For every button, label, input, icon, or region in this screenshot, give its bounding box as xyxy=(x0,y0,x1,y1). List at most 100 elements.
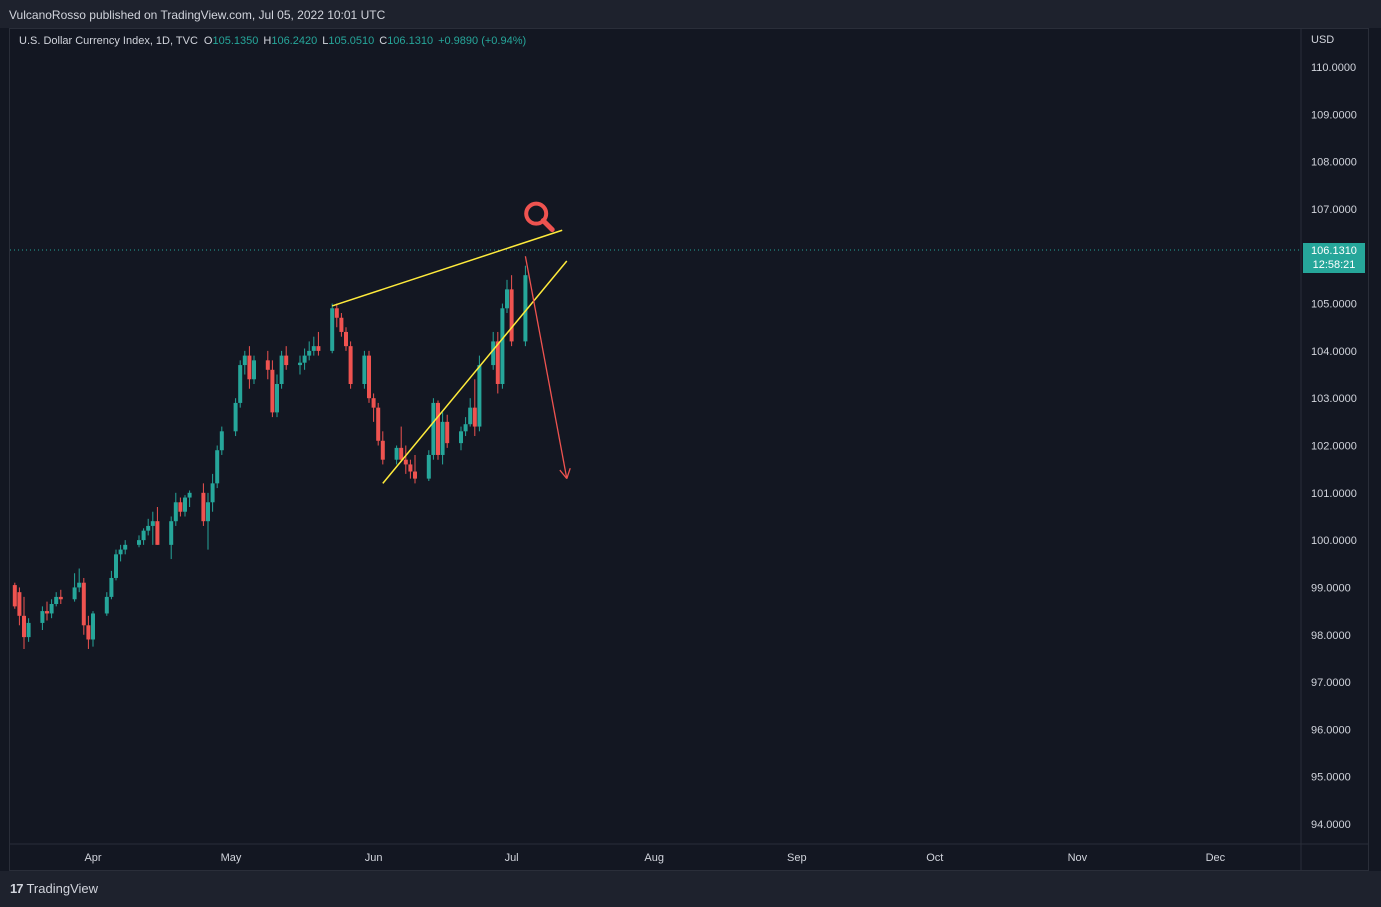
candle[interactable] xyxy=(219,426,224,455)
symbol-legend: U.S. Dollar Currency Index, 1D, TVC O 10… xyxy=(19,35,531,47)
candle[interactable] xyxy=(77,568,82,593)
candle[interactable] xyxy=(242,350,247,375)
candle[interactable] xyxy=(302,348,307,370)
trendline[interactable] xyxy=(382,260,568,484)
tradingview-logo[interactable]: 17 TradingView xyxy=(10,881,98,896)
candle[interactable] xyxy=(123,540,128,555)
candle[interactable] xyxy=(463,417,468,437)
candle[interactable] xyxy=(523,265,528,347)
candle[interactable] xyxy=(45,601,49,621)
candle[interactable] xyxy=(155,507,160,545)
candle[interactable] xyxy=(403,445,408,474)
candle[interactable] xyxy=(316,331,321,356)
candle[interactable] xyxy=(399,426,404,463)
candle[interactable] xyxy=(376,402,381,446)
candle[interactable] xyxy=(362,350,367,389)
open-value: 105.1350 xyxy=(212,35,259,47)
candle[interactable] xyxy=(344,327,348,351)
candle[interactable] xyxy=(17,587,22,626)
candle[interactable] xyxy=(109,570,114,600)
candle[interactable] xyxy=(495,331,500,394)
candle[interactable] xyxy=(500,303,505,389)
candle[interactable] xyxy=(468,398,473,427)
price-tick-label: 96.0000 xyxy=(1311,724,1351,736)
candle[interactable] xyxy=(150,511,155,545)
trendline[interactable] xyxy=(331,229,563,307)
candle[interactable] xyxy=(210,473,215,512)
candle[interactable] xyxy=(137,535,141,548)
candle[interactable] xyxy=(440,412,445,465)
candle[interactable] xyxy=(339,313,344,337)
candle[interactable] xyxy=(141,528,146,545)
time-tick-label: Dec xyxy=(1206,852,1226,864)
candle-body xyxy=(26,622,31,638)
candle[interactable] xyxy=(298,355,302,375)
candle[interactable] xyxy=(270,360,275,418)
candle[interactable] xyxy=(146,518,151,536)
candle[interactable] xyxy=(40,606,45,631)
candle[interactable] xyxy=(169,516,174,560)
candle[interactable] xyxy=(86,615,91,649)
candle[interactable] xyxy=(413,454,417,484)
candle[interactable] xyxy=(477,355,482,432)
candle[interactable] xyxy=(238,360,243,408)
candle[interactable] xyxy=(509,275,514,347)
candle[interactable] xyxy=(91,611,95,647)
candle[interactable] xyxy=(49,599,54,619)
candle[interactable] xyxy=(371,393,376,422)
candle[interactable] xyxy=(58,589,63,604)
candle[interactable] xyxy=(330,303,335,354)
candle[interactable] xyxy=(408,459,413,479)
candle[interactable] xyxy=(367,350,371,403)
candle[interactable] xyxy=(431,398,436,460)
candle-body xyxy=(284,355,289,366)
candle-body xyxy=(376,407,381,441)
candle[interactable] xyxy=(178,497,183,517)
candle[interactable] xyxy=(380,431,385,465)
candle-body xyxy=(316,346,321,351)
price-tick-label: 105.0000 xyxy=(1311,299,1357,311)
candle[interactable] xyxy=(54,592,59,607)
candle[interactable] xyxy=(436,400,440,460)
candle[interactable] xyxy=(459,426,463,451)
candle[interactable] xyxy=(426,450,431,481)
candle[interactable] xyxy=(187,490,192,508)
candle[interactable] xyxy=(275,374,279,418)
candle[interactable] xyxy=(472,379,477,437)
candle[interactable] xyxy=(247,346,252,389)
candle[interactable] xyxy=(445,414,450,448)
candle[interactable] xyxy=(183,495,187,517)
candle[interactable] xyxy=(81,577,86,635)
low-value: 105.0510 xyxy=(328,35,375,47)
candle[interactable] xyxy=(206,492,210,550)
candle[interactable] xyxy=(22,596,26,649)
candle[interactable] xyxy=(307,341,312,361)
candle[interactable] xyxy=(252,355,256,384)
time-tick-label: Jul xyxy=(505,852,519,864)
candle-body xyxy=(270,369,275,413)
candle[interactable] xyxy=(311,336,316,356)
candle[interactable] xyxy=(26,618,31,642)
candle[interactable] xyxy=(265,350,270,380)
candle[interactable] xyxy=(284,346,289,370)
candle[interactable] xyxy=(12,582,17,609)
candle-body xyxy=(49,603,54,614)
price-tick-label: 95.0000 xyxy=(1311,772,1351,784)
candle[interactable] xyxy=(173,492,178,526)
arrow-annotation[interactable] xyxy=(524,256,571,480)
candle[interactable] xyxy=(505,279,509,314)
candle[interactable] xyxy=(279,350,284,389)
candle[interactable] xyxy=(348,341,353,389)
candle-body xyxy=(380,440,385,460)
candle[interactable] xyxy=(104,592,109,616)
candle[interactable] xyxy=(201,483,206,526)
chart-canvas[interactable]: 110.0000 109.0000 108.0000 107.0000 105.0000… xyxy=(0,0,1381,871)
candle[interactable] xyxy=(114,549,118,581)
candle[interactable] xyxy=(72,573,77,602)
candle[interactable] xyxy=(118,544,123,562)
candle[interactable] xyxy=(215,445,220,489)
candle[interactable] xyxy=(233,398,238,437)
candle[interactable] xyxy=(394,445,399,465)
high-value: 106.2420 xyxy=(271,35,318,47)
candle[interactable] xyxy=(334,303,339,328)
